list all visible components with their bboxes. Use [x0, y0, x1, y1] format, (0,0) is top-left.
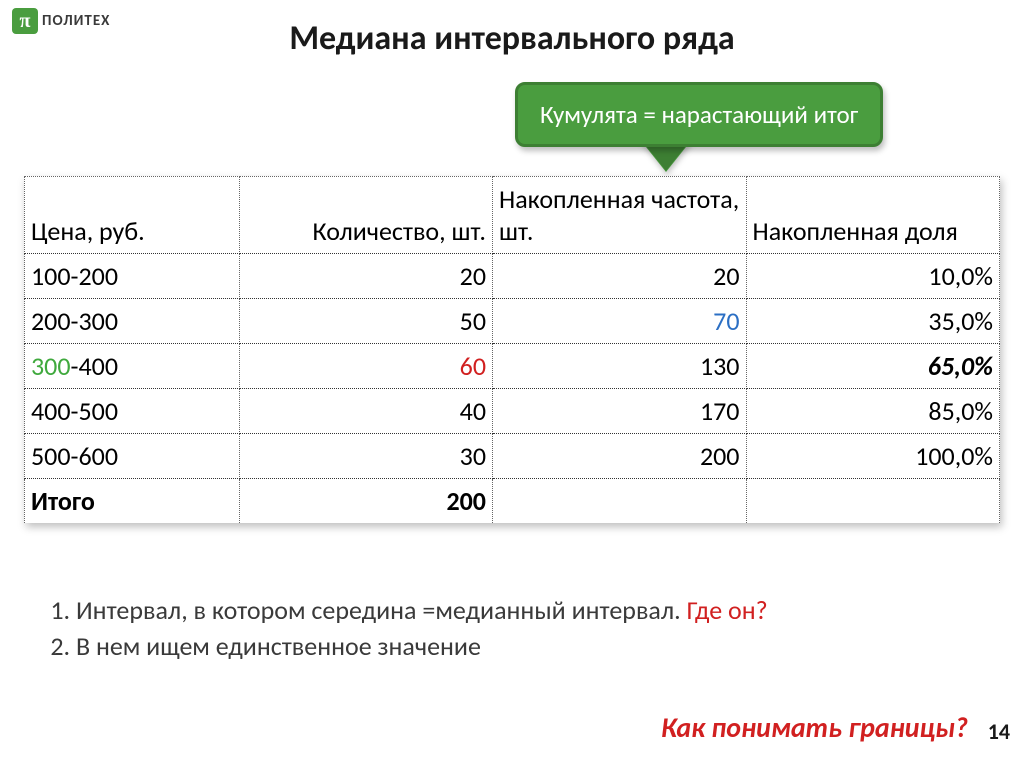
note-item: В нем ищем единственное значение: [76, 630, 768, 662]
table-row: 300-4006013065,0%: [25, 344, 1000, 389]
cell-qty: 60: [239, 344, 493, 389]
col-header: Накопленная доля: [746, 177, 1000, 254]
cell-qty: 20: [239, 254, 493, 299]
cell-empty: [493, 479, 747, 524]
data-table: Цена, руб. Количество, шт. Накопленная ч…: [24, 176, 1000, 523]
cell-price: 500-600: [25, 434, 240, 479]
table-header-row: Цена, руб. Количество, шт. Накопленная ч…: [25, 177, 1000, 254]
cell-total-label: Итого: [25, 479, 240, 524]
table-row: 400-5004017085,0%: [25, 389, 1000, 434]
cell-total-qty: 200: [239, 479, 493, 524]
cell-price: 300-400: [25, 344, 240, 389]
cell-cumshare: 35,0%: [746, 299, 1000, 344]
table-row: 200-300507035,0%: [25, 299, 1000, 344]
cell-cumshare: 65,0%: [746, 344, 1000, 389]
notes-list: Интервал, в котором середина =медианный …: [40, 594, 768, 666]
cell-price: 200-300: [25, 299, 240, 344]
cell-cumfreq: 130: [493, 344, 747, 389]
cell-cumfreq: 20: [493, 254, 747, 299]
cell-cumfreq: 70: [493, 299, 747, 344]
cell-cumfreq: 170: [493, 389, 747, 434]
cell-price: 400-500: [25, 389, 240, 434]
cell-cumshare: 100,0%: [746, 434, 1000, 479]
cell-qty: 40: [239, 389, 493, 434]
table-row: 500-60030200100,0%: [25, 434, 1000, 479]
page-number: 14: [988, 718, 1010, 745]
col-header: Количество, шт.: [239, 177, 493, 254]
cell-qty: 50: [239, 299, 493, 344]
footer-question: Как понимать границы?: [661, 710, 968, 745]
table-total-row: Итого200: [25, 479, 1000, 524]
cell-empty: [746, 479, 1000, 524]
col-header: Накопленная частота, шт.: [493, 177, 747, 254]
cell-price: 100-200: [25, 254, 240, 299]
table-row: 100-200202010,0%: [25, 254, 1000, 299]
cell-qty: 30: [239, 434, 493, 479]
cell-cumshare: 10,0%: [746, 254, 1000, 299]
col-header: Цена, руб.: [25, 177, 240, 254]
callout-box: Кумулята = нарастающий итог: [515, 82, 883, 147]
cell-cumshare: 85,0%: [746, 389, 1000, 434]
note-item: Интервал, в котором середина =медианный …: [76, 594, 768, 626]
page-title: Медиана интервального ряда: [0, 18, 1024, 59]
cell-cumfreq: 200: [493, 434, 747, 479]
